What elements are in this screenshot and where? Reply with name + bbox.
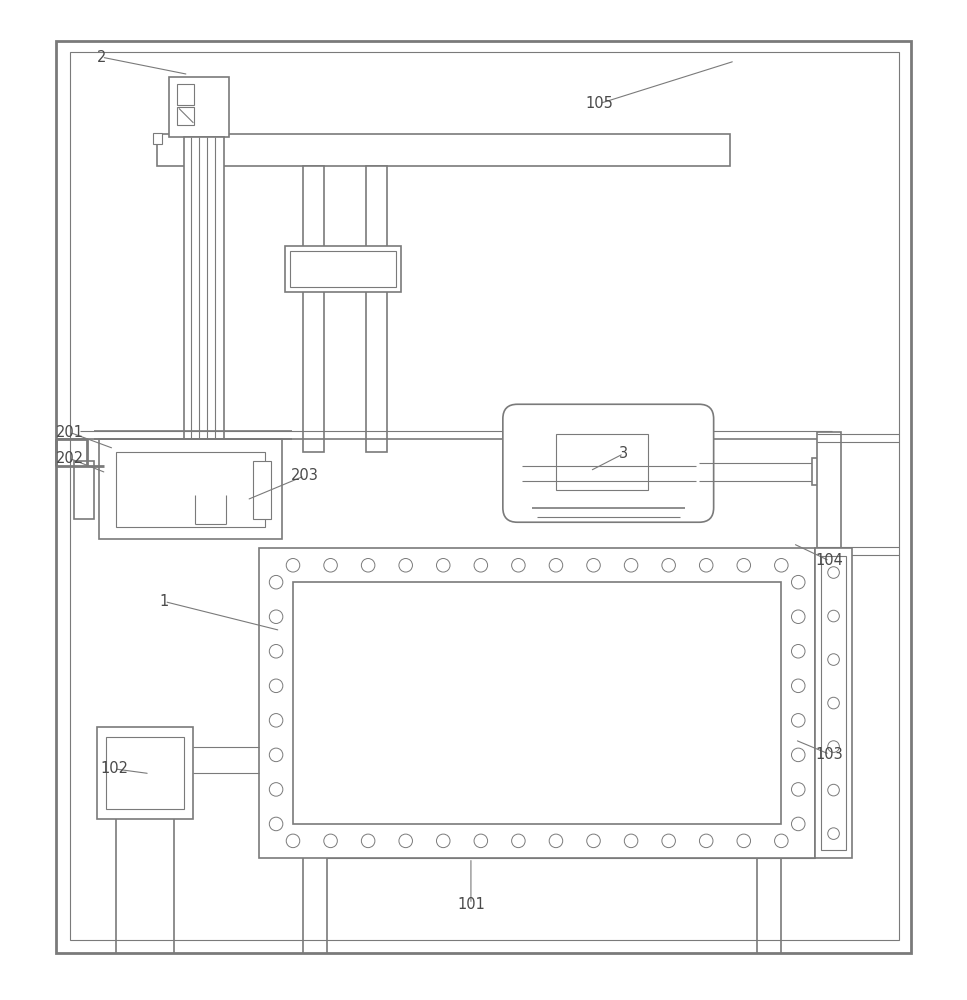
Bar (815, 548, 852, 858)
Bar (169, 77, 229, 137)
Bar (106, 737, 184, 809)
Text: 101: 101 (457, 897, 484, 912)
Bar (821, 556, 846, 850)
Text: 201: 201 (56, 425, 83, 440)
Bar (366, 166, 387, 452)
Bar (184, 137, 224, 454)
Bar (253, 461, 271, 519)
Bar (153, 133, 162, 144)
Bar (285, 246, 401, 292)
Text: 104: 104 (816, 553, 843, 568)
Bar (116, 452, 265, 527)
Bar (817, 432, 841, 558)
Bar (74, 461, 94, 519)
Text: 203: 203 (291, 468, 318, 483)
Bar (177, 107, 194, 125)
Bar (177, 84, 194, 105)
Text: 1: 1 (160, 594, 169, 609)
Bar (157, 134, 730, 166)
Text: 103: 103 (816, 747, 843, 762)
Bar (812, 458, 832, 485)
Text: 202: 202 (55, 451, 84, 466)
Bar (99, 439, 282, 539)
Bar (97, 727, 193, 819)
Bar (293, 582, 781, 824)
FancyBboxPatch shape (503, 404, 714, 522)
Text: 102: 102 (101, 761, 128, 776)
Text: 105: 105 (586, 96, 613, 111)
Text: 3: 3 (619, 446, 629, 461)
Bar (259, 548, 815, 858)
Bar (303, 166, 324, 452)
Bar (70, 52, 899, 940)
Bar (56, 41, 911, 953)
Bar (556, 434, 648, 490)
Bar (290, 251, 396, 287)
Text: 2: 2 (97, 50, 106, 65)
